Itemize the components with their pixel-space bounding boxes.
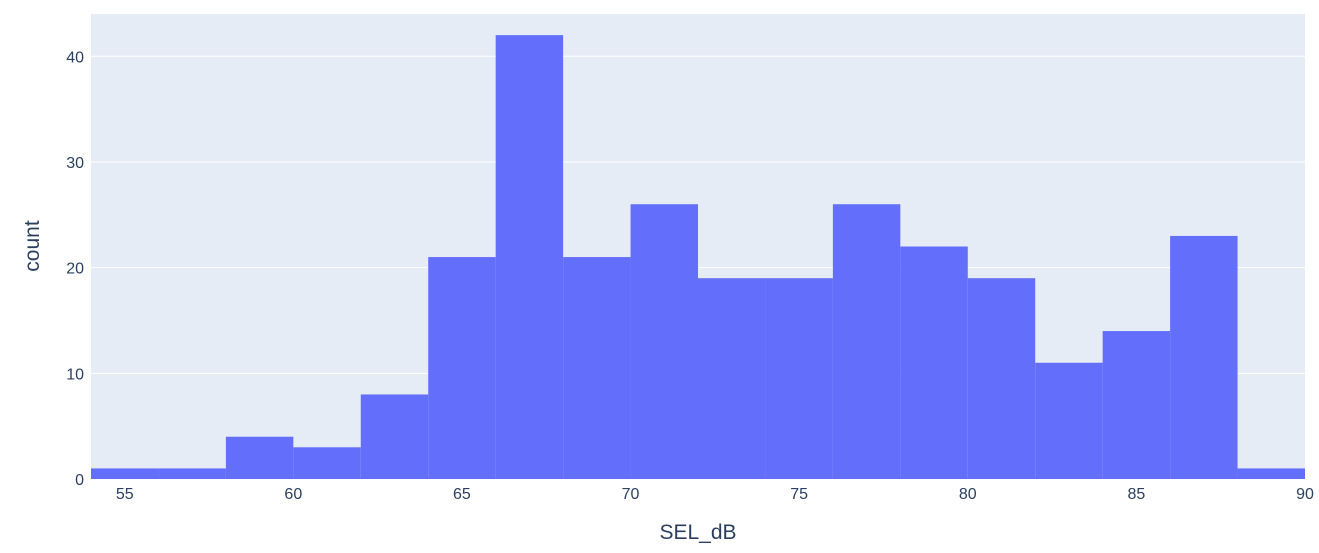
y-axis-title: count	[21, 220, 44, 272]
x-tick-label: 75	[790, 486, 808, 503]
bar-64-66	[428, 257, 496, 479]
bar-68-70	[563, 257, 631, 479]
x-tick-label: 70	[622, 486, 640, 503]
bar-82-84	[1035, 362, 1103, 479]
bar-62-64	[360, 394, 429, 479]
y-tick-label: 10	[66, 366, 84, 383]
bar-70-72	[630, 204, 698, 479]
x-tick-label: 80	[959, 486, 977, 503]
y-tick-label: 40	[66, 49, 84, 66]
bar-72-74	[698, 278, 766, 479]
bar-76-78	[832, 204, 901, 479]
bar-84-86	[1102, 331, 1171, 479]
bar-86-88	[1170, 235, 1238, 479]
x-tick-label: 55	[116, 486, 134, 503]
bar-74-76	[765, 278, 833, 479]
bar-66-68	[495, 35, 564, 480]
bar-54-56	[91, 468, 159, 479]
bar-60-62	[293, 447, 361, 479]
bars	[91, 35, 1305, 480]
y-tick-label: 20	[66, 261, 84, 278]
x-tick-label: 90	[1296, 486, 1314, 503]
bar-56-58	[158, 468, 226, 479]
y-tick-label: 30	[66, 155, 84, 172]
x-tick-label: 60	[284, 486, 302, 503]
y-tick-label: 0	[75, 472, 84, 489]
bar-80-82	[967, 278, 1036, 479]
x-axis-ticks: 55 60 65 70 75 80 85 90	[116, 486, 1314, 503]
bar-88-90	[1237, 468, 1305, 479]
bar-78-80	[900, 246, 968, 479]
x-axis-title: SEL_dB	[659, 521, 736, 544]
x-tick-label: 85	[1127, 486, 1145, 503]
x-tick-label: 65	[453, 486, 471, 503]
bar-58-60	[225, 436, 294, 479]
y-axis-ticks: 0 10 20 30 40	[66, 49, 84, 489]
